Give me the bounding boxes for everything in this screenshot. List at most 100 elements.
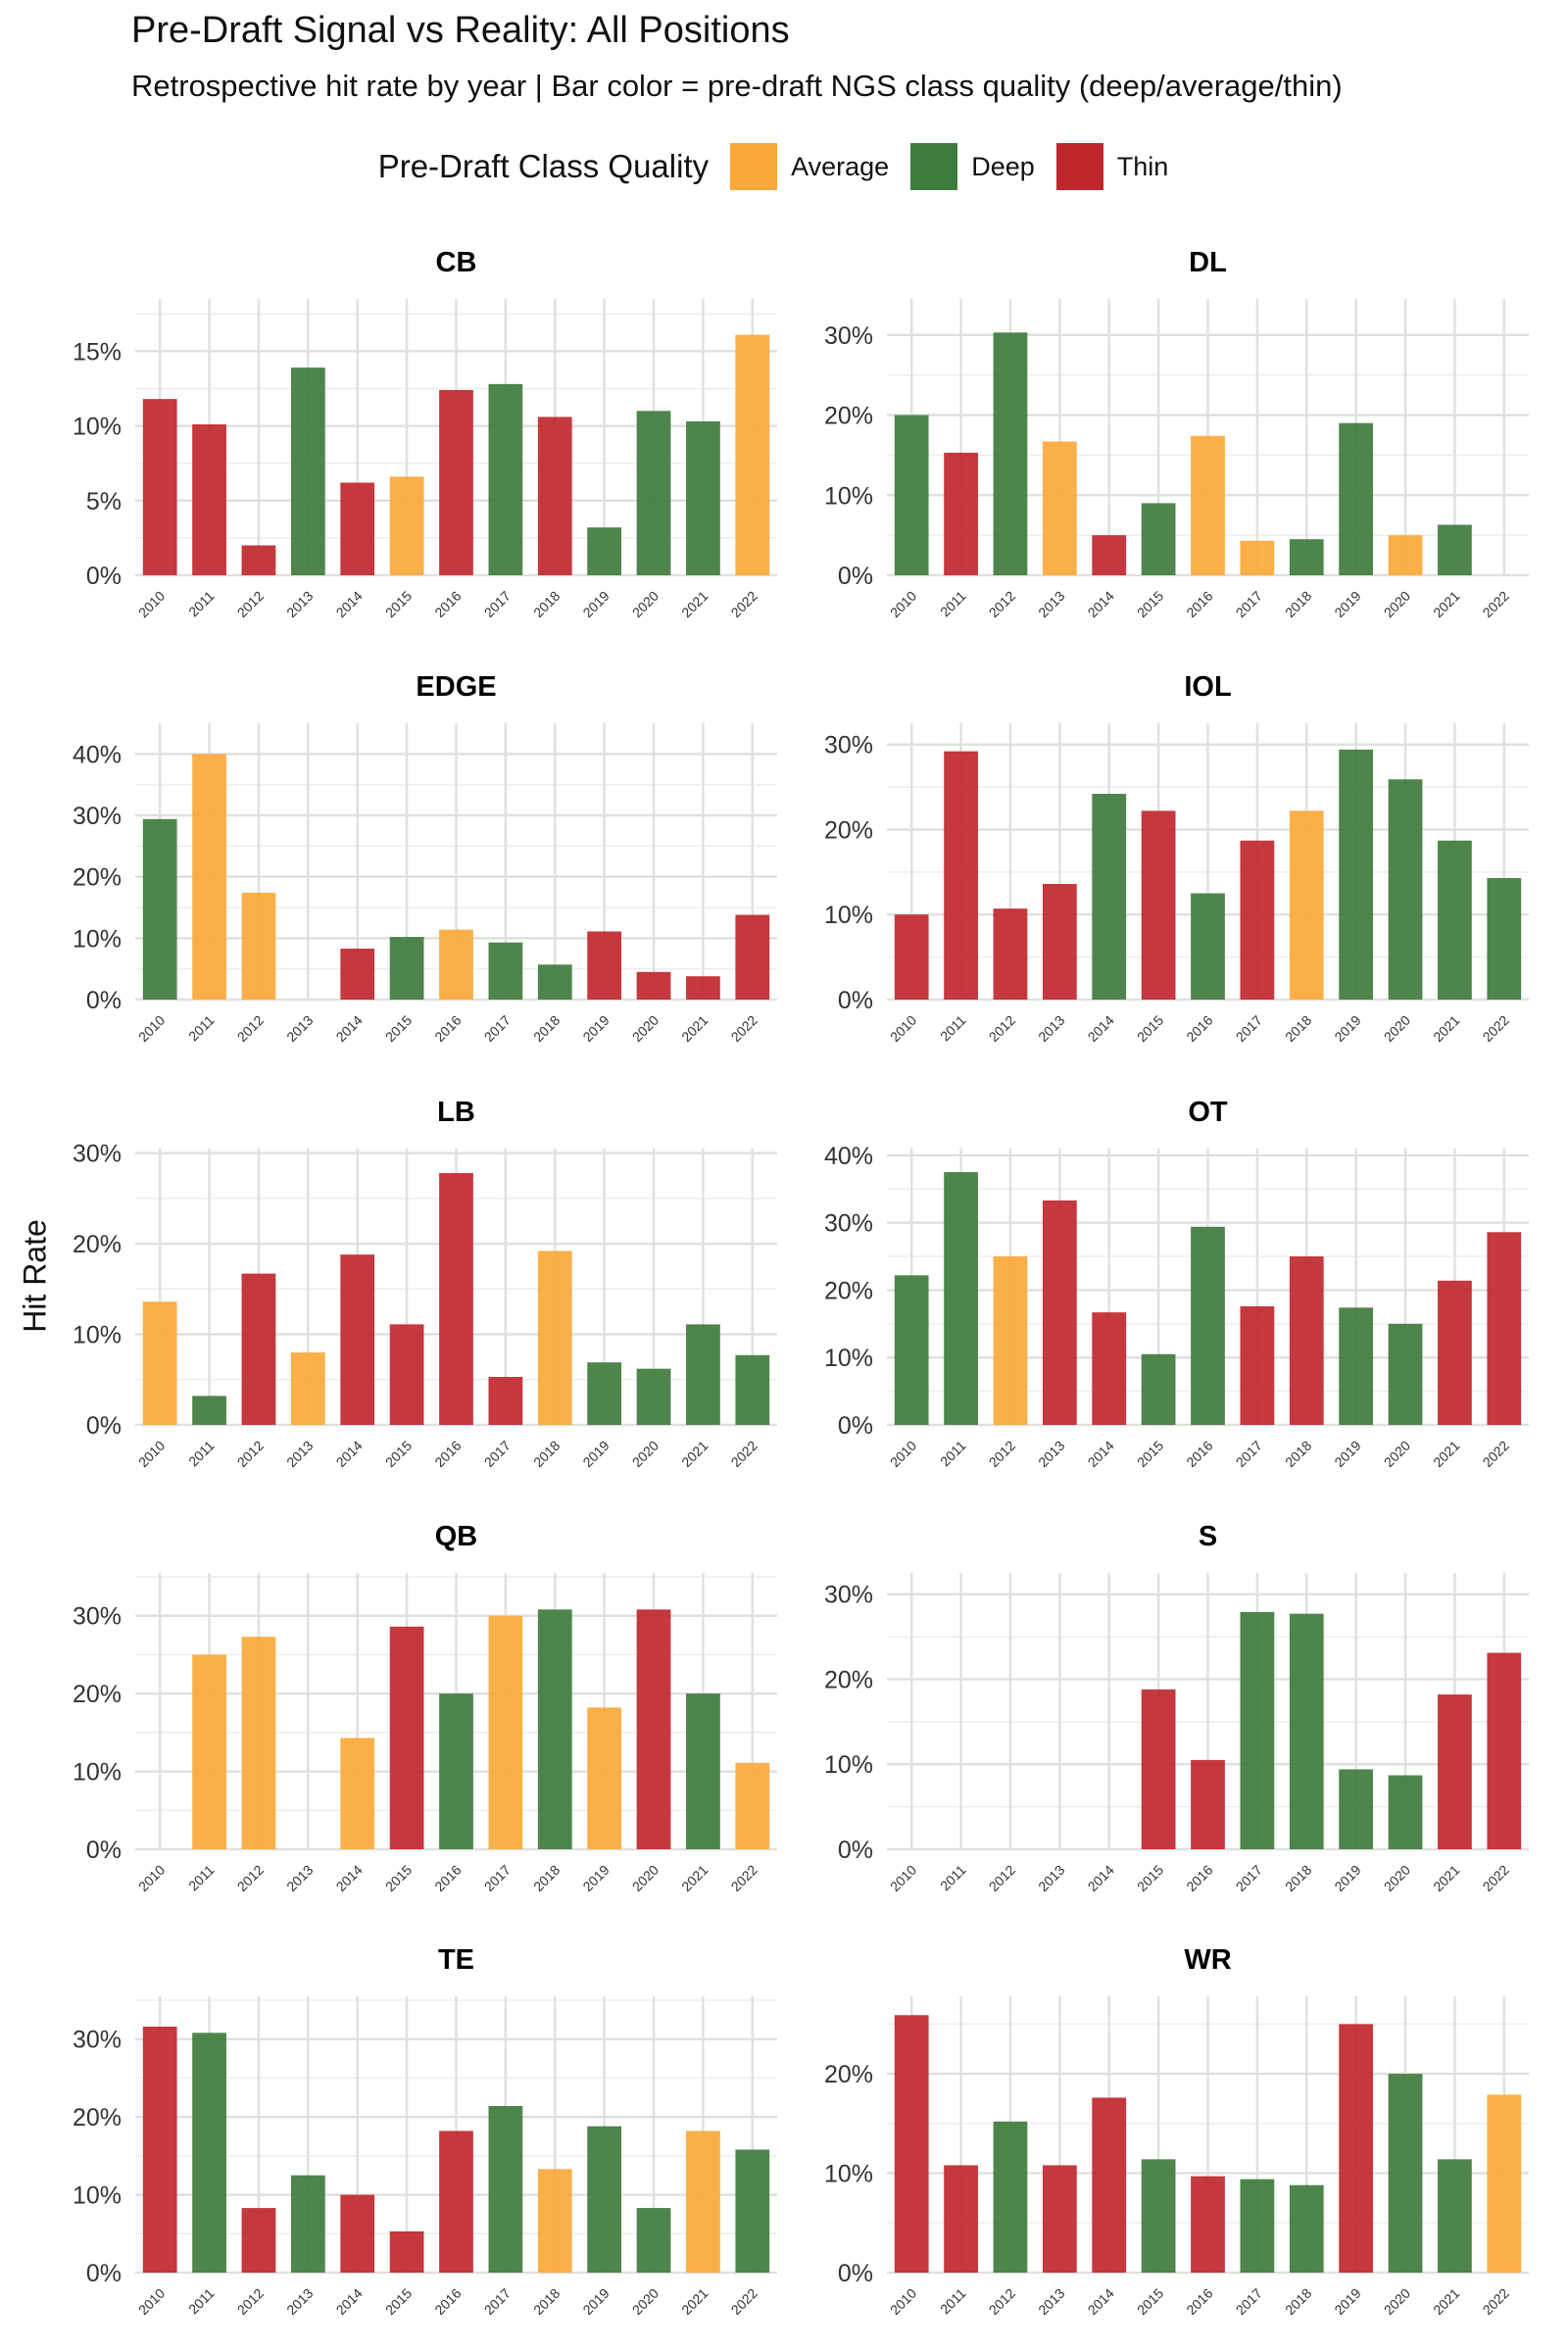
x-tick-label: 2015 [382,1438,415,1470]
bar-qb-2016 [439,1693,473,1849]
x-tick-label: 2014 [333,1862,366,1894]
x-tick-label: 2014 [1085,2285,1117,2318]
x-tick-label: 2013 [1035,1862,1067,1894]
bar-edge-2018 [537,964,572,1000]
x-tick-label: 2011 [937,2285,969,2318]
panel-title: WR [1184,1944,1231,1976]
y-tick-label: 40% [73,741,122,768]
x-tick-label: 2012 [234,588,267,620]
bar-edge-2017 [488,942,523,1000]
x-tick-label: 2011 [185,1012,218,1045]
x-tick-label: 2015 [1134,1438,1166,1470]
x-tick-label: 2010 [887,2285,919,2318]
bar-lb-2020 [636,1368,671,1425]
y-tick-label: 0% [86,987,122,1014]
bar-wr-2021 [1438,2159,1472,2273]
y-tick-label: 10% [824,482,873,510]
bar-cb-2020 [636,411,671,575]
y-tick-label: 0% [86,563,122,590]
x-tick-label: 2017 [1233,588,1265,620]
panel-lb: LB 0% 10% 20% 30% 2010 2011 2012 2013 2014 2015 201… [73,1097,777,1470]
bar-ot-2018 [1289,1256,1324,1425]
y-tick-label: 10% [824,902,873,929]
bar-te-2015 [389,2230,424,2273]
bar-iol-2020 [1388,779,1423,1000]
y-tick-label: 0% [86,2260,122,2287]
x-tick-label: 2018 [1282,1012,1314,1045]
bar-lb-2012 [241,1273,276,1425]
x-tick-label: 2019 [1331,1438,1363,1470]
y-tick-label: 20% [73,864,122,892]
bar-cb-2016 [439,389,473,575]
x-tick-label: 2021 [1430,2285,1462,2318]
x-tick-label: 2016 [1183,588,1215,620]
y-tick-label: 0% [86,1837,122,1864]
x-tick-label: 2011 [185,588,218,620]
bar-lb-2018 [537,1250,572,1425]
bar-te-2019 [587,2126,622,2273]
x-tick-label: 2014 [1085,1012,1117,1045]
x-tick-label: 2012 [234,1012,267,1045]
y-tick-label: 30% [73,1141,122,1168]
x-tick-label: 2017 [1233,2285,1265,2318]
x-tick-label: 2017 [481,1438,514,1470]
bar-ot-2019 [1339,1307,1374,1425]
bar-iol-2013 [1042,883,1077,1000]
panel-te: TE 0% 10% 20% 30% 2010 2011 2012 2013 2014 2015 201… [73,1944,777,2318]
bar-wr-2014 [1092,2097,1127,2273]
y-tick-label: 0% [838,1412,873,1440]
bar-ot-2017 [1240,1305,1275,1425]
bar-dl-2015 [1141,503,1176,575]
x-tick-label: 2020 [1381,1012,1413,1045]
x-tick-label: 2017 [1233,1012,1265,1045]
x-tick-label: 2022 [1480,2285,1512,2318]
bar-wr-2017 [1240,2179,1275,2273]
y-tick-label: 20% [824,1666,873,1693]
bar-edge-2012 [241,892,276,1000]
x-tick-label: 2017 [481,1012,514,1045]
legend-item-deep: Deep [910,143,1035,190]
x-tick-label: 2014 [333,2285,366,2318]
bar-iol-2012 [993,908,1028,1000]
x-tick-label: 2019 [579,588,612,620]
panel-title: S [1199,1521,1217,1552]
x-tick-label: 2012 [234,2285,267,2318]
panel-title: IOL [1184,671,1231,703]
bar-qb-2012 [241,1637,276,1849]
bar-wr-2013 [1042,2165,1077,2273]
x-tick-label: 2015 [382,588,415,620]
x-tick-label: 2011 [185,1862,218,1894]
x-tick-label: 2010 [135,1012,168,1045]
panel-title: CB [436,247,477,278]
bar-cb-2022 [735,334,770,575]
y-tick-label: 30% [73,1603,122,1631]
x-tick-label: 2013 [283,1862,316,1894]
bar-te-2018 [537,2169,572,2273]
x-tick-label: 2016 [1183,1012,1215,1045]
bar-lb-2011 [192,1396,226,1425]
x-tick-label: 2020 [1381,1438,1413,1470]
y-tick-label: 40% [824,1143,873,1170]
x-tick-label: 2017 [1233,1862,1265,1894]
x-tick-label: 2021 [678,1862,710,1894]
y-tick-label: 20% [73,2104,122,2132]
bar-dl-2016 [1191,435,1225,575]
x-tick-label: 2021 [1430,1862,1462,1894]
x-tick-label: 2011 [937,1438,969,1470]
x-tick-label: 2021 [678,1438,710,1470]
legend-label-average: Average [791,151,890,181]
y-tick-label: 10% [73,1322,122,1349]
x-tick-label: 2021 [1430,1438,1462,1470]
bar-ot-2016 [1191,1226,1225,1425]
bar-te-2022 [735,2149,770,2273]
panel-ot: OT 0% 10% 20% 30% 40% 2010 2011 2012 2013 2014 2015… [824,1097,1529,1470]
x-tick-label: 2015 [382,1862,415,1894]
x-tick-label: 2021 [1430,588,1462,620]
x-tick-label: 2010 [887,588,919,620]
x-tick-label: 2013 [283,1012,316,1045]
x-tick-label: 2016 [431,1012,464,1045]
x-tick-label: 2022 [728,588,760,620]
bar-ot-2013 [1042,1200,1077,1425]
x-tick-label: 2020 [629,1012,662,1045]
bar-qb-2020 [636,1609,671,1849]
